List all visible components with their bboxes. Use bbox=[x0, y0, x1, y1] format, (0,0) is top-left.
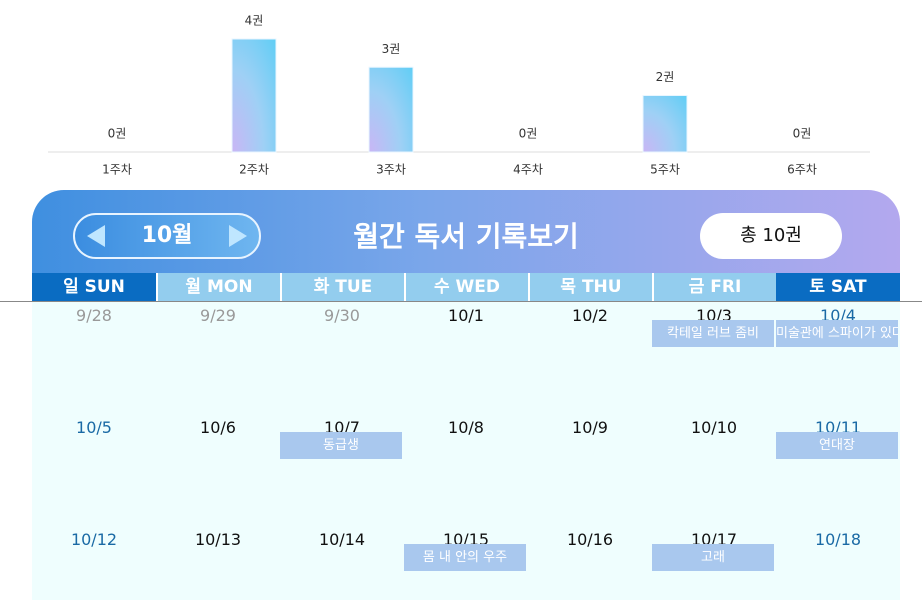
next-month[interactable] bbox=[229, 225, 247, 247]
day-date: 10/14 bbox=[318, 530, 366, 549]
month-label: 10월 bbox=[141, 223, 193, 248]
weekday: 화 TUE bbox=[280, 273, 404, 302]
day-date: 10/5 bbox=[76, 418, 112, 437]
value-label: 4권 bbox=[245, 14, 264, 28]
day-date: 9/30 bbox=[324, 306, 360, 325]
calendar-body: 9/28 9/29 9/30 10/1 10/2 10/3 칵테일 러브 좀비 10/4 미술관… bbox=[32, 302, 900, 600]
x-tick-label: 3주차 bbox=[376, 163, 406, 177]
divider bbox=[0, 301, 922, 302]
day-date: 10/13 bbox=[194, 530, 242, 549]
value-label: 0권 bbox=[519, 127, 538, 141]
book-entry[interactable]: 고래 bbox=[652, 544, 774, 571]
x-tick-label: 6주차 bbox=[787, 163, 817, 177]
day-date: 10/12 bbox=[70, 530, 118, 549]
book-entry[interactable]: 미술관에 스파이가 있다 bbox=[776, 320, 898, 347]
value-label: 0권 bbox=[108, 127, 127, 141]
weekday: 목 THU bbox=[528, 273, 652, 302]
day-date: 10/1 bbox=[448, 306, 484, 325]
x-tick-label: 1주차 bbox=[102, 163, 132, 177]
weekday: 금 FRI bbox=[652, 273, 776, 302]
book-entry[interactable]: 연대장 bbox=[776, 432, 898, 459]
x-tick-label: 2주차 bbox=[239, 163, 269, 177]
day-date: 10/2 bbox=[572, 306, 608, 325]
bar bbox=[368, 66, 414, 153]
value-label: 2권 bbox=[656, 70, 675, 84]
prev-month[interactable] bbox=[87, 225, 105, 247]
book-entry[interactable]: 칵테일 러브 좀비 bbox=[652, 320, 774, 347]
weekday: 수 WED bbox=[404, 273, 528, 302]
day-date: 10/18 bbox=[814, 530, 862, 549]
month-nav: 10월 bbox=[73, 213, 261, 259]
day-date: 10/10 bbox=[690, 418, 738, 437]
day-date: 9/28 bbox=[76, 306, 112, 325]
day-date: 10/9 bbox=[572, 418, 608, 437]
book-entry[interactable]: 동급생 bbox=[280, 432, 402, 459]
weekly-chart: 0권 1주차 4권 2주차 3권 3주차 0권 4주차 2권 5주차 0권 6주차 bbox=[48, 14, 870, 177]
weekday-row: 일 SUN 월 MON 화 TUE 수 WED 목 THU 금 FRI 토 SAT bbox=[32, 273, 900, 302]
day-date: 9/29 bbox=[200, 306, 236, 325]
calendar-header: 10월 월간 독서 기록보기 총 10권 bbox=[32, 190, 900, 273]
book-entry[interactable]: 몸 내 안의 우주 bbox=[404, 544, 526, 571]
weekday: 일 SUN bbox=[32, 273, 156, 302]
value-label: 0권 bbox=[793, 127, 812, 141]
weekday: 토 SAT bbox=[776, 273, 900, 302]
day-date: 10/6 bbox=[200, 418, 236, 437]
x-tick-label: 5주차 bbox=[650, 163, 680, 177]
total-books: 총 10권 bbox=[700, 213, 842, 259]
day-date: 10/16 bbox=[566, 530, 614, 549]
calendar: 10월 월간 독서 기록보기 총 10권 일 SUN 월 MON 화 TUE 수 WE… bbox=[32, 190, 900, 600]
value-label: 3권 bbox=[382, 42, 401, 56]
weekday: 월 MON bbox=[156, 273, 280, 302]
calendar-title: 월간 독서 기록보기 bbox=[353, 220, 579, 253]
x-tick-label: 4주차 bbox=[513, 163, 543, 177]
bar bbox=[642, 95, 688, 153]
day-date: 10/8 bbox=[448, 418, 484, 437]
bar bbox=[231, 38, 277, 153]
